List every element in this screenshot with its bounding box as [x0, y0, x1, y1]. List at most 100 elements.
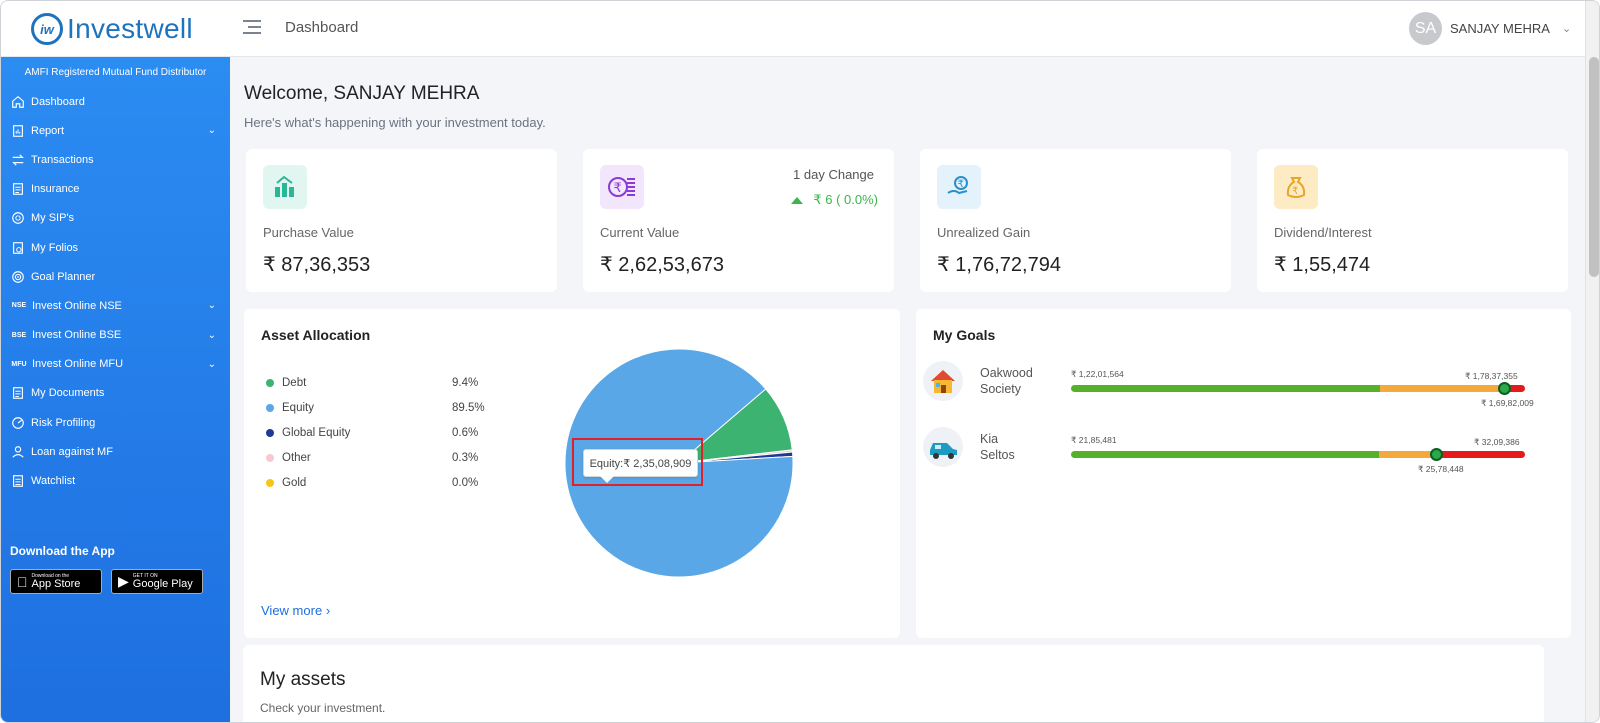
pie-tooltip-arrow — [600, 476, 614, 483]
document-icon — [10, 182, 25, 197]
legend-swatch — [266, 478, 274, 487]
sidebar-item-label: Invest Online BSE — [32, 329, 122, 342]
menu-toggle-icon[interactable] — [243, 20, 261, 38]
car-icon — [923, 427, 963, 467]
goal-name: Oakwood Society — [980, 365, 1033, 397]
chevron-down-icon: ⌄ — [207, 329, 216, 341]
day-change-value: ₹ 6 ( 0.0%) — [791, 192, 878, 208]
legend-label: Global Equity — [282, 426, 351, 439]
goal-name: Kia Seltos — [980, 431, 1015, 463]
goal-item[interactable]: Oakwood Society ₹ 1,22,01,564 ₹ 1,78,37,3… — [916, 361, 1556, 421]
sidebar-item-label: Goal Planner — [31, 270, 96, 283]
sidebar-item-label: My Documents — [31, 387, 105, 400]
chevron-down-icon: ⌄ — [207, 300, 216, 312]
nse-icon: NSE — [11, 302, 27, 310]
my-assets-panel: My assets Check your investment. — [243, 645, 1544, 722]
sidebar-item-label: Risk Profiling — [31, 416, 96, 429]
chevron-right-icon: › — [325, 603, 331, 618]
chevron-down-icon: ⌄ — [207, 125, 216, 137]
sidebar-item-invest-online-mfu[interactable]: MFU Invest Online MFU ⌄ — [1, 350, 230, 379]
app-store-label: App Store — [21, 577, 81, 590]
sidebar-item-invest-online-bse[interactable]: BSE Invest Online BSE ⌄ — [1, 321, 230, 350]
sidebar-item-report[interactable]: Report ⌄ — [1, 116, 230, 145]
main-content: Welcome, SANJAY MEHRA Here's what's happ… — [230, 57, 1585, 722]
svg-text:₹: ₹ — [958, 179, 964, 190]
sidebar-item-invest-online-nse[interactable]: NSE Invest Online NSE ⌄ — [1, 291, 230, 320]
stat-value: ₹ 87,36,353 — [263, 254, 371, 276]
purchase-value-card: Purchase Value ₹ 87,36,353 — [246, 149, 557, 292]
sidebar-item-watchlist[interactable]: Watchlist — [1, 466, 230, 495]
legend-swatch — [266, 453, 274, 462]
sidebar-item-goal-planner[interactable]: Goal Planner — [1, 262, 230, 291]
sidebar-item-transactions[interactable]: Transactions — [1, 145, 230, 174]
goal-start-value: ₹ 21,85,481 — [1071, 435, 1117, 445]
sidebar-item-my-documents[interactable]: My Documents — [1, 379, 230, 408]
legend-item[interactable]: Global Equity 0.6% — [266, 421, 486, 446]
goal-current-value: ₹ 1,69,82,009 — [1481, 398, 1534, 408]
vertical-scrollbar[interactable] — [1585, 1, 1599, 722]
legend-label: Other — [282, 451, 311, 464]
goal-name-line1: Kia — [980, 432, 999, 446]
svg-text:₹: ₹ — [1292, 186, 1298, 197]
user-menu[interactable]: SA SANJAY MEHRA ⌄ — [1409, 12, 1571, 45]
stat-label: Purchase Value — [263, 225, 354, 240]
google-play-small-text: GET IT ON — [132, 572, 158, 579]
mfu-icon: MFU — [11, 360, 27, 368]
apple-icon:  — [17, 574, 28, 590]
view-more-label: View more — [261, 603, 323, 618]
sidebar-item-label: Invest Online MFU — [32, 358, 124, 371]
sidebar-item-insurance[interactable]: Insurance — [1, 175, 230, 204]
goal-current-value: ₹ 25,78,448 — [1418, 464, 1464, 474]
gauge-icon — [10, 415, 25, 430]
legend-value: 89.5% — [452, 402, 485, 415]
legend-item[interactable]: Equity 89.5% — [266, 396, 486, 421]
goal-item[interactable]: Kia Seltos ₹ 21,85,481 ₹ 32,09,386 ₹ 25,7… — [916, 427, 1556, 487]
amfi-label: AMFI Registered Mutual Fund Distributor — [24, 67, 207, 78]
rupee-coins-icon: ₹ — [600, 165, 644, 209]
logo[interactable]: iw Investwell — [31, 13, 193, 45]
money-bag-icon: ₹ — [1274, 165, 1318, 209]
avatar: SA — [1409, 12, 1442, 45]
google-play-button[interactable]: ▶ GET IT ON Google Play — [111, 569, 203, 594]
goal-name-line2: Society — [980, 382, 1021, 396]
goal-progress-bar — [1071, 385, 1525, 392]
sidebar-nav: Dashboard Report ⌄ Transactions Insuranc… — [1, 87, 230, 496]
legend-item[interactable]: Debt 9.4% — [266, 371, 486, 396]
goal-target-value: ₹ 32,09,386 — [1474, 437, 1520, 447]
sidebar: AMFI Registered Mutual Fund Distributor … — [1, 57, 230, 722]
legend-item[interactable]: Gold 0.0% — [266, 470, 486, 495]
scrollbar-thumb[interactable] — [1589, 57, 1599, 277]
day-change-amount: ₹ 6 ( 0.0%) — [813, 192, 878, 207]
sidebar-item-label: Transactions — [31, 153, 94, 166]
user-name: SANJAY MEHRA — [1450, 21, 1550, 36]
sidebar-item-label: Dashboard — [31, 95, 85, 108]
goal-progress-marker — [1430, 448, 1444, 461]
welcome-subtitle: Here's what's happening with your invest… — [244, 115, 546, 130]
google-play-label: Google Play — [132, 577, 193, 590]
sidebar-item-my-sips[interactable]: My SIP's — [1, 204, 230, 233]
svg-text:₹: ₹ — [614, 181, 622, 196]
sidebar-item-label: My SIP's — [31, 212, 75, 225]
view-more-link[interactable]: View more › — [261, 603, 330, 618]
panel-title: Asset Allocation — [261, 327, 371, 343]
play-icon: ▶ — [118, 573, 129, 589]
goal-name-line1: Oakwood — [980, 366, 1033, 380]
legend-label: Gold — [282, 476, 307, 489]
sidebar-item-loan-against-mf[interactable]: Loan against MF — [1, 437, 230, 466]
house-icon — [923, 361, 963, 401]
transfer-icon — [10, 152, 25, 167]
hand-money-icon: ₹ — [937, 165, 981, 209]
sidebar-item-dashboard[interactable]: Dashboard — [1, 87, 230, 116]
chart-up-icon — [263, 165, 307, 209]
sidebar-item-label: My Folios — [31, 241, 79, 254]
legend-swatch — [266, 428, 274, 437]
sidebar-item-risk-profiling[interactable]: Risk Profiling — [1, 408, 230, 437]
legend-item[interactable]: Other 0.3% — [266, 445, 486, 470]
highlight-box — [572, 438, 703, 486]
app-store-button[interactable]:  Download on the App Store — [10, 569, 102, 594]
sidebar-item-my-folios[interactable]: My Folios — [1, 233, 230, 262]
loan-icon — [10, 444, 25, 459]
dividend-interest-card: ₹ Dividend/Interest ₹ 1,55,474 — [1257, 149, 1568, 292]
goal-start-value: ₹ 1,22,01,564 — [1071, 369, 1124, 379]
